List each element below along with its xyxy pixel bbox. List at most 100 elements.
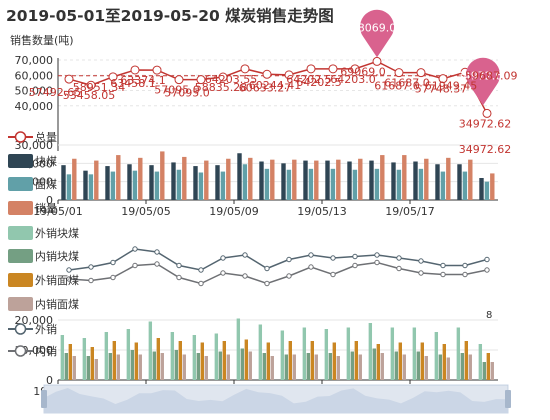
x-tick-label: 19/05/09 [209,205,258,218]
bar-group-2 [332,342,336,380]
data-point-0 [418,258,424,264]
legend-item: 外销面煤 [8,273,79,287]
bar-group-3 [402,354,406,380]
bar-group-2 [90,347,94,380]
bar-group-3 [336,356,340,380]
bar-group-0 [368,323,373,380]
legend-label: 内销块煤 [35,249,79,263]
bar-group-0 [104,332,109,380]
data-point-total [240,64,250,74]
bar-0 [215,165,220,200]
data-point-0 [484,256,490,263]
data-label-total: 57095.0 [154,84,200,97]
data-point-1 [220,270,226,276]
bar-group-1 [306,353,311,380]
legend-label: 块煤 [35,155,57,168]
bar-group-3 [226,354,230,380]
data-point-0 [176,262,182,269]
data-point-0 [66,267,72,273]
x-tick-label: 19/05/13 [297,205,346,218]
bar-group-1 [64,353,69,380]
bar-group-2 [68,344,72,380]
bar-2 [138,157,143,200]
bar-0 [83,170,88,200]
data-point-total [174,75,184,85]
data-point-1 [198,280,204,287]
legend-label: 外销块煤 [35,226,79,240]
bar-group-1 [108,353,113,380]
bar-group-1 [328,353,333,380]
data-point-1 [286,273,292,279]
data-label-total: 64203.0 [330,73,376,86]
y-tick-label: 40,000 [15,100,54,113]
bar-2 [336,159,341,200]
bar-group-2 [288,341,292,380]
bar-group-3 [138,354,142,380]
legend-swatch-icon [8,249,33,263]
bar-1 [396,169,402,200]
bar-group-0 [258,324,263,380]
bar-group-2 [244,339,248,380]
data-point-1 [308,264,314,270]
data-label-total: 61687.0 [374,80,420,93]
data-point-0 [330,255,336,261]
bar-group-3 [248,351,252,380]
bar-group-2 [486,353,490,380]
data-point-1 [176,274,182,281]
y-axis-title: 销售数量(吨) [10,33,74,47]
data-label-total: 63374.1 [120,74,166,87]
data-point-1 [242,273,248,279]
data-label-total: 34972.62 [459,117,512,130]
data-label-total: 53458.05 [63,89,116,102]
bar-0 [193,166,198,200]
bar-2 [94,160,99,200]
line-layer: 68069.06 34972.62 [58,9,509,287]
data-label-total: 63458.1 [110,77,156,90]
bar-1 [418,168,424,200]
bar-group-2 [112,341,116,380]
bar-0 [325,160,330,200]
bar-group-2 [398,342,402,380]
datazoom-selected-range [44,385,508,413]
bar-0 [105,166,110,200]
bar-group-0 [324,329,329,380]
legend-item: 销量 [8,201,57,215]
legend-marker-icon [14,323,27,335]
bar-1 [220,171,226,200]
markpoint-max-label: 68069.06 [351,21,404,34]
bar-0 [149,165,154,200]
bar-0 [435,164,440,200]
data-point-total [218,72,228,82]
grid-layer: 70,00060,00050,00040,000010,00020,00030,… [15,54,498,387]
data-label-total: 64203.55 [205,73,258,86]
bar-group-3 [270,356,274,380]
data-point-1 [462,271,468,278]
data-point-0 [220,255,226,261]
bar-1 [154,171,160,200]
bar-2 [72,158,77,200]
average-markline-label: 59687.09 [465,70,518,83]
legend-swatch-icon [8,226,33,240]
legend-marker-icon [14,131,27,143]
data-point-0 [462,262,468,269]
bar-group-0 [82,338,87,380]
bar-1 [132,170,138,200]
data-point-0 [154,249,160,255]
bar-group-3 [182,354,186,380]
bar-2 [468,159,473,200]
legend-item: 总量 [8,130,57,144]
bar-0 [347,161,352,200]
bar-2 [402,155,407,200]
bar-1 [198,172,204,200]
legend-item: 面煤 [8,177,57,191]
y-tick-label: 30,000 [15,139,54,152]
bar-0 [127,164,132,200]
bar-group-3 [72,356,76,380]
legend-label: 外销面煤 [35,273,79,287]
data-point-0 [198,267,204,273]
x-tick-label: 19/05/05 [121,205,170,218]
legend-item: 内销 [8,344,57,358]
data-point-1 [110,274,116,281]
data-point-1 [440,271,446,278]
